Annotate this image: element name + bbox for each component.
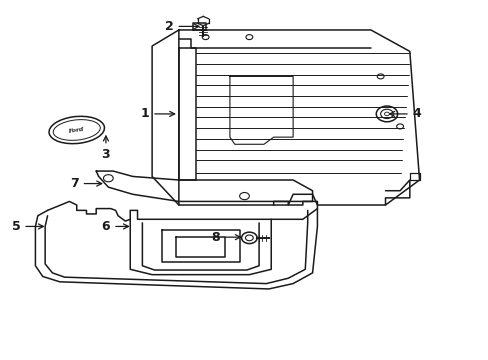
- Text: 2: 2: [164, 20, 199, 33]
- Text: 8: 8: [211, 231, 240, 244]
- Text: 1: 1: [140, 107, 174, 120]
- Text: 4: 4: [389, 107, 421, 120]
- Text: 5: 5: [12, 220, 43, 233]
- Text: 6: 6: [102, 220, 128, 233]
- Text: 7: 7: [70, 177, 102, 190]
- Text: Ford: Ford: [67, 126, 84, 134]
- Text: 3: 3: [102, 136, 110, 162]
